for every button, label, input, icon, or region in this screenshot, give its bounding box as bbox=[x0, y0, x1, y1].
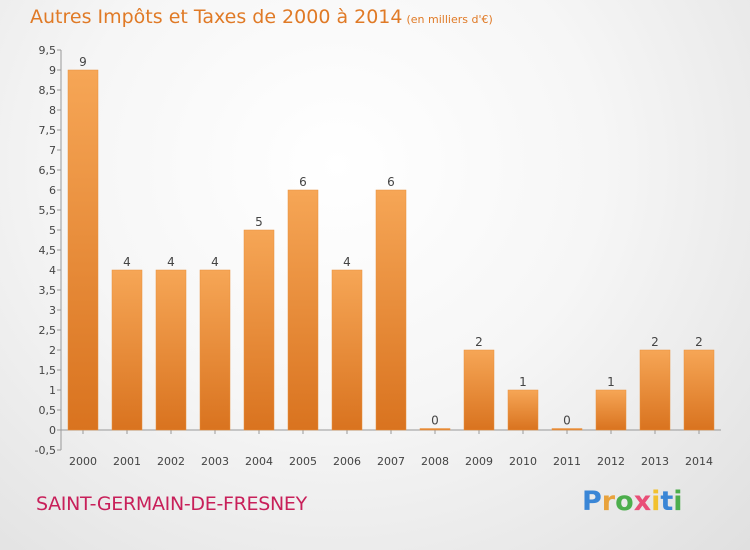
y-tick-label: 4,5 bbox=[39, 244, 57, 257]
y-tick-label: 2 bbox=[49, 344, 56, 357]
y-tick-label: 5 bbox=[49, 224, 56, 237]
bar bbox=[551, 428, 583, 431]
bar bbox=[463, 349, 495, 431]
bars bbox=[67, 69, 715, 431]
y-tick-label: 7 bbox=[49, 144, 56, 157]
bar bbox=[639, 349, 671, 431]
logo-letter: t bbox=[660, 486, 674, 517]
proxiti-logo: Proxiti bbox=[582, 486, 683, 517]
x-tick-label: 2014 bbox=[685, 455, 713, 468]
x-tick-label: 2009 bbox=[465, 455, 493, 468]
bar bbox=[331, 269, 363, 431]
bar bbox=[199, 269, 231, 431]
data-label: 1 bbox=[519, 375, 527, 389]
y-tick-label: 1 bbox=[49, 384, 56, 397]
x-tick-label: 2000 bbox=[69, 455, 97, 468]
bar bbox=[243, 229, 275, 431]
x-tick-label: 2001 bbox=[113, 455, 141, 468]
x-tick-label: 2005 bbox=[289, 455, 317, 468]
data-label: 4 bbox=[343, 255, 351, 269]
y-tick-label: 9,5 bbox=[39, 44, 57, 57]
bar bbox=[287, 189, 319, 431]
chart-subtitle: (en milliers d'€) bbox=[406, 13, 493, 26]
bar bbox=[111, 269, 143, 431]
y-tick-label: 0,5 bbox=[39, 404, 57, 417]
logo-letter: i bbox=[673, 486, 683, 517]
x-tick-label: 2006 bbox=[333, 455, 361, 468]
bar-chart: -0,5 0 0,5 1 1,5 2 2,5 3 3,5 4 4,5 5 5,5 6 6,5 7 7,5 8 8,5… bbox=[35, 44, 721, 468]
chart-title-text: Autres Impôts et Taxes de 2000 à 2014 bbox=[30, 6, 403, 28]
y-tick-label: 6 bbox=[49, 184, 56, 197]
data-label: 2 bbox=[651, 335, 659, 349]
data-label: 4 bbox=[123, 255, 131, 269]
data-label: 9 bbox=[79, 55, 87, 69]
bar bbox=[67, 69, 99, 431]
y-tick-label: 5,5 bbox=[39, 204, 57, 217]
bar bbox=[419, 428, 451, 431]
y-tick-label: 7,5 bbox=[39, 124, 57, 137]
x-tick-label: 2011 bbox=[553, 455, 581, 468]
data-label: 5 bbox=[255, 215, 263, 229]
chart-title: Autres Impôts et Taxes de 2000 à 2014 (en… bbox=[30, 6, 493, 28]
x-tick-label: 2003 bbox=[201, 455, 229, 468]
data-label: 6 bbox=[299, 175, 307, 189]
y-tick-label: 2,5 bbox=[39, 324, 57, 337]
y-tick-label: 4 bbox=[49, 264, 56, 277]
data-label: 6 bbox=[387, 175, 395, 189]
y-tick-label: 3 bbox=[49, 304, 56, 317]
y-tick-label: 8 bbox=[49, 104, 56, 117]
logo-letter: i bbox=[651, 486, 661, 517]
bar bbox=[683, 349, 715, 431]
y-tick-label: -0,5 bbox=[35, 444, 56, 457]
x-tick-label: 2002 bbox=[157, 455, 185, 468]
y-tick-label: 8,5 bbox=[39, 84, 57, 97]
data-label: 0 bbox=[431, 414, 439, 428]
bar bbox=[595, 389, 627, 431]
x-tick-label: 2012 bbox=[597, 455, 625, 468]
x-tick-label: 2010 bbox=[509, 455, 537, 468]
y-tick-label: 1,5 bbox=[39, 364, 57, 377]
y-tick-label: 9 bbox=[49, 64, 56, 77]
x-tick-label: 2008 bbox=[421, 455, 449, 468]
data-label: 2 bbox=[475, 335, 483, 349]
x-tick-label: 2004 bbox=[245, 455, 273, 468]
labels: 2000920014200242003420045200562006420076… bbox=[69, 55, 713, 468]
x-tick-label: 2013 bbox=[641, 455, 669, 468]
y-tick-label: 3,5 bbox=[39, 284, 57, 297]
y-tick-label: 6,5 bbox=[39, 164, 57, 177]
bar bbox=[507, 389, 539, 431]
commune-name: SAINT-GERMAIN-DE-FRESNEY bbox=[36, 493, 307, 515]
logo-letter: x bbox=[633, 486, 652, 517]
logo-letter: P bbox=[582, 486, 602, 517]
logo-letter: o bbox=[615, 486, 634, 517]
data-label: 0 bbox=[563, 414, 571, 428]
x-tick-label: 2007 bbox=[377, 455, 405, 468]
data-label: 4 bbox=[211, 255, 219, 269]
y-tick-label: 0 bbox=[49, 424, 56, 437]
data-label: 4 bbox=[167, 255, 175, 269]
data-label: 1 bbox=[607, 375, 615, 389]
bar bbox=[155, 269, 187, 431]
data-label: 2 bbox=[695, 335, 703, 349]
bar bbox=[375, 189, 407, 431]
logo-letter: r bbox=[601, 486, 616, 517]
